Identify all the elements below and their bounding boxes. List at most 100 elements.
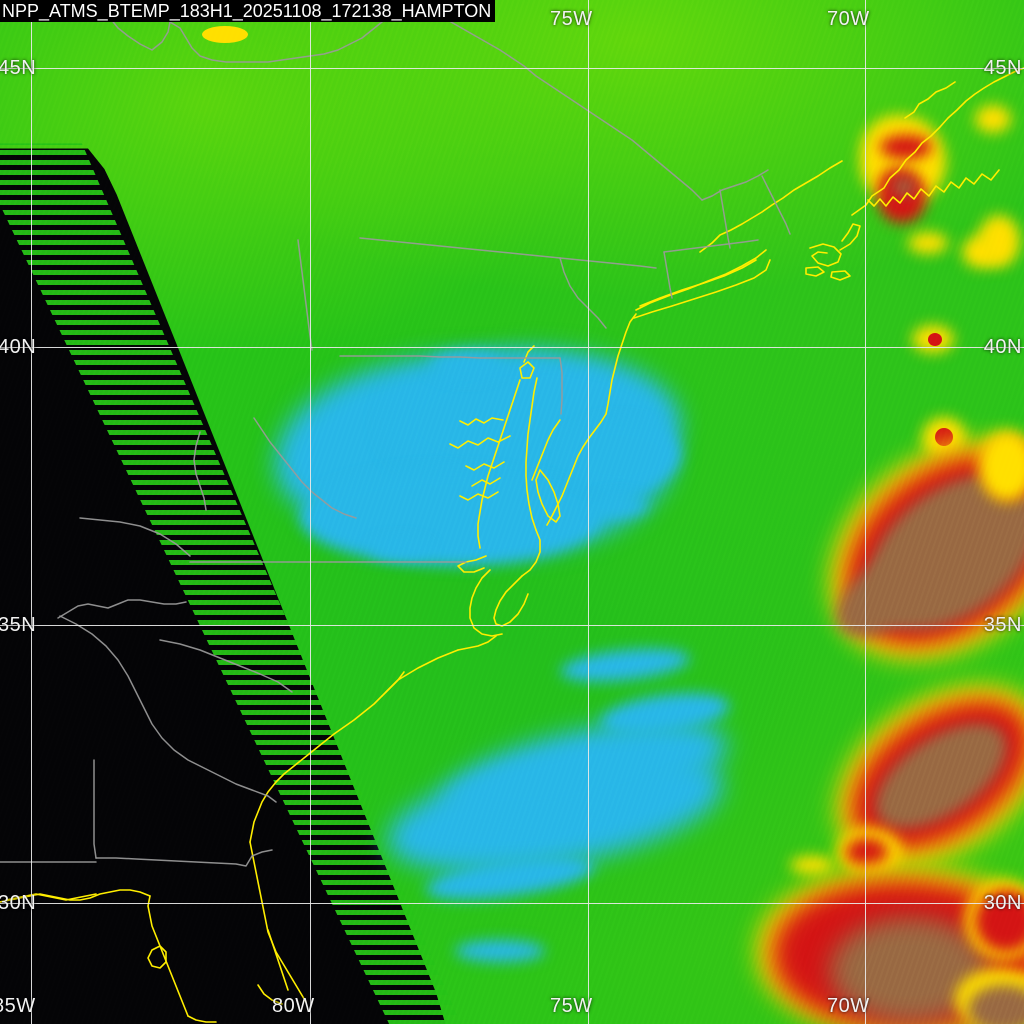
coastline-york <box>471 477 501 487</box>
coastline-chesapeake-west <box>477 379 521 549</box>
graticule-longitude-line <box>31 0 32 1024</box>
graticule-longitude-line <box>310 0 311 1024</box>
graticule-latitude-line <box>0 68 1024 69</box>
bt-feature-brown <box>893 178 915 196</box>
graticule-label-lat-right: 35N <box>983 614 1022 636</box>
graticule-latitude-line <box>0 903 1024 904</box>
coastline-pamlico-sound <box>469 569 503 637</box>
coastline-albemarle <box>457 555 487 573</box>
border-ma-ct-ri <box>663 239 759 253</box>
bt-feature-red <box>880 135 932 159</box>
bt-feature-cyan <box>455 940 545 962</box>
border-nc-sc <box>159 639 293 693</box>
border-ga-fl <box>95 849 273 867</box>
border-va-tn <box>79 517 191 557</box>
border-ny-vt-nh <box>701 169 769 201</box>
border-md-de <box>559 357 563 415</box>
bt-feature-yellow <box>978 430 1024 502</box>
graticule-latitude-line <box>0 625 1024 626</box>
coastline-md-upper-bay <box>519 361 535 379</box>
coastline-delaware-bay <box>531 419 561 481</box>
bt-feature-yellow <box>962 236 1000 268</box>
graticule-label-lon-bottom: 75W <box>550 995 593 1017</box>
image-title-banner: NPP_ATMS_BTEMP_183H1_20251108_172138_HAM… <box>0 0 496 22</box>
coastline-tampa-bay <box>147 945 167 969</box>
graticule-label-lon-bottom: 70W <box>827 995 870 1017</box>
border-nc-tn <box>57 599 187 619</box>
coastline-rappahannock <box>465 461 505 471</box>
coastline-cape-fear <box>385 671 405 693</box>
border-pa-md <box>339 355 561 359</box>
bt-feature-red <box>846 838 888 868</box>
bt-feature-cyan <box>370 540 430 558</box>
coastline-delmarva-east <box>546 465 575 526</box>
coastline-outer-banks <box>493 575 529 627</box>
coastline-maine-detail <box>867 169 1000 207</box>
coastline-nj-ny-harbor <box>605 313 637 415</box>
border-wv-va <box>253 417 357 519</box>
graticule-label-lon-bottom: 80W <box>272 995 315 1017</box>
coastline-potomac <box>449 435 511 449</box>
bt-feature-red <box>928 333 942 346</box>
border-quebec <box>429 9 703 201</box>
coastline-florida-south <box>187 1015 217 1023</box>
graticule-label-lat-left: 40N <box>0 336 37 358</box>
coastline-florida-atlantic-barrier <box>267 929 289 991</box>
bt-feature-cyan <box>560 420 680 490</box>
graticule-longitude-line <box>865 0 866 1024</box>
bt-feature-yellow <box>202 26 248 43</box>
border-pa-east <box>559 257 607 329</box>
coastline-maine <box>851 67 1024 216</box>
border-us-canada-lakes <box>169 13 391 63</box>
coastline-eastern-shore-va <box>535 469 561 523</box>
graticule-label-lat-right: 30N <box>983 892 1022 914</box>
graticule-label-lon-top: 70W <box>827 8 870 30</box>
coastline-florida-east <box>249 841 307 1003</box>
border-canada-ontario <box>109 9 171 51</box>
border-ny-pa <box>359 237 657 269</box>
coastline-long-island-sound <box>639 259 757 307</box>
border-vt-nh <box>719 189 731 249</box>
graticule-label-lat-left: 30N <box>0 892 37 914</box>
coastline-bay-of-fundy <box>904 81 956 119</box>
border-nh-me <box>761 175 791 235</box>
graticule-latitude-line <box>0 347 1024 348</box>
coastline-chesapeake-tributaries <box>459 417 504 426</box>
border-ct-ny <box>663 251 673 299</box>
graticule-label-lat-right: 45N <box>983 57 1022 79</box>
bt-feature-cyan <box>592 496 648 516</box>
bt-feature-yellow <box>790 856 834 874</box>
bt-feature-red <box>935 428 953 446</box>
coastline-cape-lookout <box>457 635 497 651</box>
coastline-florida-gulf <box>147 895 189 1017</box>
coastline-georgia <box>249 781 277 843</box>
graticule-label-lon-bottom: 85W <box>0 995 36 1017</box>
bt-feature-yellow <box>908 232 948 254</box>
coastline-nantucket <box>830 270 851 281</box>
border-al-ga <box>93 759 97 859</box>
border-wv-ky <box>193 431 207 511</box>
graticule-longitude-line <box>588 0 589 1024</box>
border-pa-oh-wv <box>297 239 313 351</box>
coastline-chesapeake-east <box>525 377 538 531</box>
coastline-new-england <box>699 160 843 253</box>
coastline-florida-keys-seg <box>257 984 283 1005</box>
coastline-james <box>459 491 499 501</box>
coastline-virginia-beach <box>521 529 541 577</box>
coastline-marthas-vineyard <box>805 266 825 277</box>
graticule-label-lat-left: 35N <box>0 614 37 636</box>
coastline-panhandle <box>5 893 97 901</box>
coastline-new-jersey <box>573 413 607 467</box>
coastline-long-island-south <box>633 259 771 319</box>
graticule-label-lat-right: 40N <box>983 336 1022 358</box>
graticule-label-lat-left: 45N <box>0 57 37 79</box>
coastline-cape-cod <box>809 243 842 267</box>
coastline-cape-cod-hook <box>839 223 861 251</box>
graticule-label-lon-top: 75W <box>550 8 593 30</box>
border-sc-ga <box>59 615 277 803</box>
coastline-sc-ga <box>275 695 383 783</box>
